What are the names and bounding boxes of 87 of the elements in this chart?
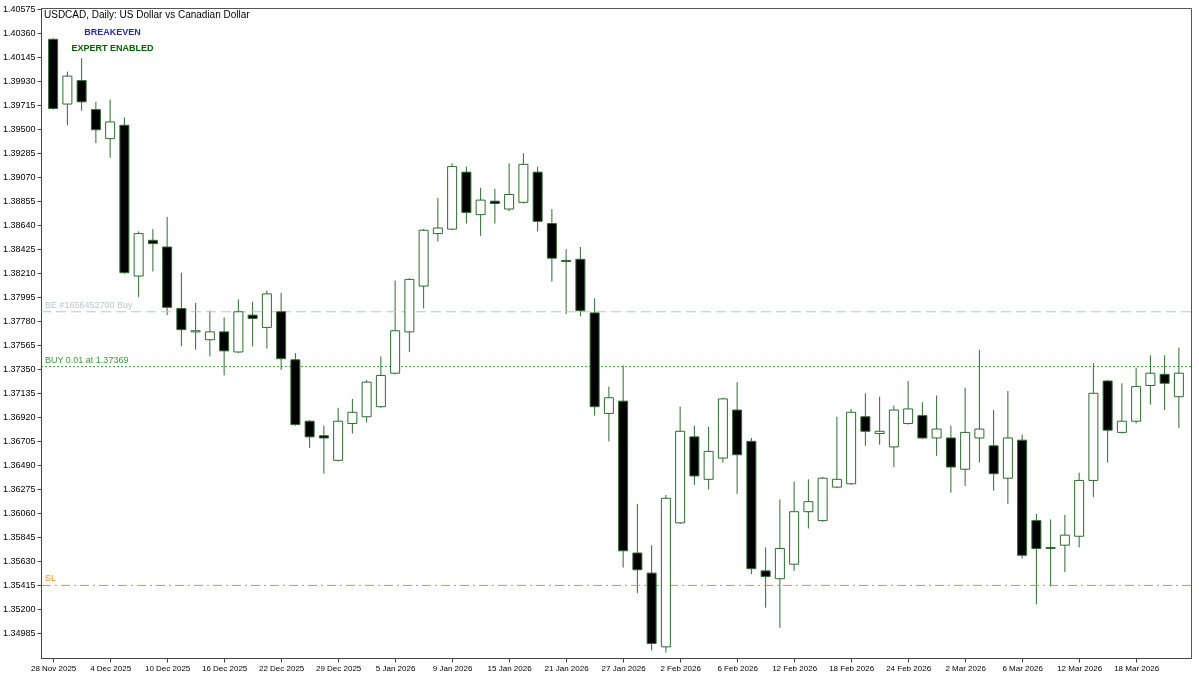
candlestick <box>603 386 614 442</box>
x-tick-label: 2 Mar 2026 <box>945 663 987 673</box>
candlestick <box>903 380 914 426</box>
y-tick-label: 1.35415 <box>2 580 36 591</box>
x-tick-label: 16 Dec 2025 <box>201 663 248 673</box>
candlestick <box>204 310 215 357</box>
y-tick-label: 1.40360 <box>2 28 36 39</box>
candlestick <box>1173 347 1184 429</box>
y-tick-label: 1.37995 <box>2 292 36 303</box>
candlestick <box>76 57 87 112</box>
candlestick <box>304 419 315 449</box>
candlestick <box>432 197 443 242</box>
candlestick <box>176 272 187 347</box>
x-tick-label: 22 Dec 2025 <box>258 663 305 673</box>
x-tick-label: 6 Feb 2026 <box>717 663 759 673</box>
candlestick <box>561 248 572 315</box>
ref-line-label: BE #1656452700 Buy <box>45 299 134 310</box>
y-tick-label: 1.36490 <box>2 460 36 471</box>
candlestick <box>974 349 985 464</box>
candlestick <box>874 396 885 446</box>
candlestick <box>489 188 500 225</box>
y-tick-label: 1.39715 <box>2 100 36 111</box>
candlestick <box>347 398 358 435</box>
y-tick-label: 1.38855 <box>2 196 36 207</box>
y-tick-label: 1.39070 <box>2 172 36 183</box>
candlestick <box>632 503 643 594</box>
candlestick <box>1159 354 1170 411</box>
x-tick-label: 15 Jan 2026 <box>487 663 533 673</box>
y-tick-label: 1.40575 <box>2 4 36 15</box>
y-tick-label: 1.36920 <box>2 412 36 423</box>
candlestick <box>247 301 258 347</box>
candlestick <box>504 162 515 212</box>
x-tick-label: 6 Mar 2026 <box>1002 663 1044 673</box>
x-tick-label: 2 Feb 2026 <box>660 663 702 673</box>
y-tick-label: 1.39500 <box>2 124 36 135</box>
candlestick <box>1116 382 1127 435</box>
y-tick-label: 1.36705 <box>2 436 36 447</box>
x-tick-label: 4 Dec 2025 <box>90 663 132 673</box>
y-tick-label: 1.38210 <box>2 268 36 279</box>
x-tick-label: 9 Jan 2026 <box>432 663 473 673</box>
y-tick-label: 1.35845 <box>2 532 36 543</box>
candlestick <box>860 392 871 447</box>
candlestick <box>105 99 116 159</box>
y-tick-label: 1.37135 <box>2 388 36 399</box>
x-tick-label: 12 Mar 2026 <box>1057 663 1103 673</box>
x-tick-label: 28 Nov 2025 <box>30 663 77 673</box>
ref-line-label: SL <box>45 573 57 584</box>
x-tick-label: 5 Jan 2026 <box>375 663 416 673</box>
candlestick <box>475 187 486 237</box>
x-tick-label: 24 Feb 2026 <box>886 663 932 673</box>
y-tick-label: 1.39930 <box>2 76 36 87</box>
candlestick <box>931 395 942 457</box>
y-tick-label: 1.36060 <box>2 508 36 519</box>
candlestick <box>760 546 771 609</box>
candlestick <box>147 228 158 273</box>
y-tick-label: 1.34985 <box>2 628 36 639</box>
candlestick <box>831 416 842 489</box>
x-tick-label: 12 Feb 2026 <box>772 663 818 673</box>
candlestick <box>90 101 101 144</box>
chart-title: USDCAD, Daily: US Dollar vs Canadian Dollar <box>44 9 251 20</box>
y-tick-label: 1.40145 <box>2 52 36 63</box>
candlestick <box>917 401 928 440</box>
annotation: EXPERT ENABLED <box>71 43 154 53</box>
candlestick <box>219 316 230 376</box>
x-tick-label: 10 Dec 2025 <box>144 663 191 673</box>
candlestick <box>803 478 814 529</box>
y-tick-label: 1.37350 <box>2 364 36 375</box>
y-tick-label: 1.35200 <box>2 604 36 615</box>
x-tick-label: 18 Mar 2026 <box>1114 663 1160 673</box>
y-tick-label: 1.36275 <box>2 484 36 495</box>
x-tick-label: 21 Jan 2026 <box>544 663 590 673</box>
candlestick <box>1145 354 1156 405</box>
ref-line-label: BUY 0.01 at 1.37369 <box>45 354 129 365</box>
y-tick-label: 1.38640 <box>2 220 36 231</box>
candlestick <box>1045 519 1056 588</box>
candlestick <box>190 302 201 351</box>
x-tick-label: 29 Dec 2025 <box>315 663 362 673</box>
y-tick-label: 1.37565 <box>2 340 36 351</box>
y-tick-label: 1.38425 <box>2 244 36 255</box>
y-tick-label: 1.37780 <box>2 316 36 327</box>
candlestick <box>318 425 329 475</box>
y-tick-label: 1.39285 <box>2 148 36 159</box>
y-tick-label: 1.35630 <box>2 556 36 567</box>
candlestick <box>1059 514 1070 573</box>
x-tick-label: 27 Jan 2026 <box>601 663 647 673</box>
x-tick-label: 18 Feb 2026 <box>829 663 875 673</box>
annotation: BREAKEVEN <box>84 27 141 37</box>
